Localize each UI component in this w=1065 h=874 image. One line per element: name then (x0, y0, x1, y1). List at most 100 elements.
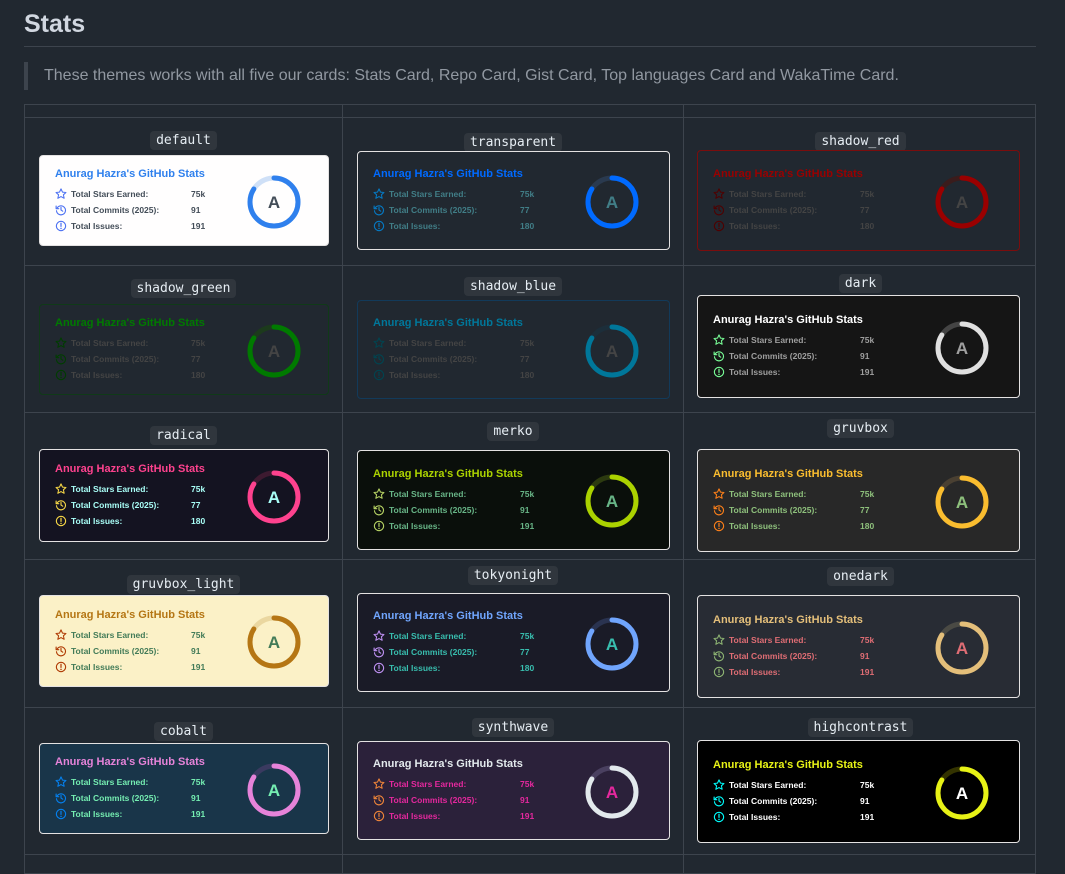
theme-cell-default: default Anurag Hazra's GitHub Stats Tota… (25, 118, 342, 265)
commits-label: Total Commits (2025): (71, 645, 160, 656)
rank-ring-progress (585, 324, 639, 377)
theme-cell-shadow_red: shadow_red Anurag Hazra's GitHub Stats T… (684, 118, 1037, 265)
stats-card-radical[interactable]: Anurag Hazra's GitHub Stats Total Stars … (39, 449, 329, 542)
stats-card-shadow_blue[interactable]: Anurag Hazra's GitHub Stats Total Stars … (357, 300, 670, 399)
stats-card-cobalt[interactable]: Anurag Hazra's GitHub Stats Total Stars … (39, 743, 329, 834)
rank-ring: A (247, 175, 301, 228)
theme-name: dark (838, 274, 883, 293)
theme-cell-gruvbox_light: gruvbox_light Anurag Hazra's GitHub Stat… (25, 560, 342, 707)
rank-letter: A (956, 639, 968, 658)
stats-card-default[interactable]: Anurag Hazra's GitHub Stats Total Stars … (39, 155, 329, 246)
card-title: Anurag Hazra's GitHub Stats (55, 463, 205, 475)
commits-label: Total Commits (2025): (729, 205, 818, 215)
stars-value: 75k (191, 629, 206, 640)
issue-icon (55, 220, 67, 232)
table-row-divider (25, 707, 1035, 708)
issues-label: Total Issues: (71, 516, 123, 526)
theme-label: radical (25, 426, 342, 445)
rank-ring-progress (935, 475, 989, 528)
rank-letter: A (268, 488, 280, 507)
issue-icon (713, 811, 725, 823)
rank-ring-progress (247, 615, 301, 669)
table-row-divider (25, 559, 1035, 560)
star-icon (373, 778, 385, 789)
theme-cell-radical: radical Anurag Hazra's GitHub Stats Tota… (25, 413, 342, 560)
issue-icon (373, 369, 385, 381)
history-icon (713, 505, 725, 516)
history-icon (55, 354, 67, 365)
commits-value: 91 (860, 651, 870, 661)
star-icon (373, 188, 385, 199)
issues-value: 191 (860, 367, 875, 377)
issues-label: Total Issues: (71, 370, 123, 380)
issue-icon (373, 520, 385, 531)
card-title: Anurag Hazra's GitHub Stats (713, 759, 863, 771)
commits-label: Total Commits (2025): (71, 500, 160, 510)
stats-card-dark[interactable]: Anurag Hazra's GitHub Stats Total Stars … (697, 295, 1020, 398)
issue-icon (55, 515, 67, 527)
stats-card-onedark[interactable]: Anurag Hazra's GitHub Stats Total Stars … (697, 595, 1020, 698)
issues-value: 191 (191, 661, 206, 672)
card-title: Anurag Hazra's GitHub Stats (713, 314, 863, 326)
rank-letter: A (606, 193, 618, 212)
star-icon (55, 776, 67, 787)
stats-card-synthwave[interactable]: Anurag Hazra's GitHub Stats Total Stars … (357, 741, 670, 840)
stats-card-highcontrast[interactable]: Anurag Hazra's GitHub Stats Total Stars … (697, 740, 1020, 843)
rank-letter: A (606, 783, 618, 802)
rank-ring: A (935, 475, 989, 528)
stats-card-shadow_red[interactable]: Anurag Hazra's GitHub Stats Total Stars … (697, 150, 1020, 251)
theme-cell-shadow_blue: shadow_blue Anurag Hazra's GitHub Stats … (343, 266, 683, 413)
issues-value: 180 (860, 221, 875, 231)
rank-letter: A (956, 784, 968, 803)
history-icon (373, 795, 385, 806)
commits-label: Total Commits (2025): (389, 795, 478, 805)
commits-value: 77 (191, 500, 201, 510)
rank-ring-progress (585, 175, 639, 228)
card-title: Anurag Hazra's GitHub Stats (373, 610, 523, 622)
commits-label: Total Commits (2025): (729, 796, 818, 806)
stars-label: Total Stars Earned: (729, 335, 807, 345)
theme-cell-onedark: onedark Anurag Hazra's GitHub Stats Tota… (684, 560, 1037, 707)
stars-value: 75k (520, 189, 535, 199)
stats-card-gruvbox_light[interactable]: Anurag Hazra's GitHub Stats Total Stars … (39, 595, 329, 687)
rank-ring: A (247, 763, 301, 816)
themes-note: These themes works with all five our car… (24, 62, 899, 90)
stats-card-merko[interactable]: Anurag Hazra's GitHub Stats Total Stars … (357, 450, 670, 550)
stars-label: Total Stars Earned: (389, 779, 467, 789)
stats-card-transparent[interactable]: Anurag Hazra's GitHub Stats Total Stars … (357, 151, 670, 250)
theme-name: synthwave (471, 718, 555, 737)
history-icon (713, 796, 725, 807)
history-icon (373, 205, 385, 216)
stats-card-shadow_green[interactable]: Anurag Hazra's GitHub Stats Total Stars … (39, 304, 329, 395)
stars-value: 75k (191, 189, 206, 199)
rank-ring: A (247, 470, 301, 523)
issue-icon (713, 220, 725, 232)
issue-icon (55, 808, 67, 820)
rank-ring: A (247, 615, 301, 669)
star-icon (55, 628, 67, 640)
rank-ring-progress (585, 617, 639, 670)
stars-label: Total Stars Earned: (729, 189, 807, 199)
stats-card-gruvbox[interactable]: Anurag Hazra's GitHub Stats Total Stars … (697, 449, 1020, 552)
rank-letter: A (956, 193, 968, 212)
issues-value: 191 (520, 520, 535, 531)
stats-card-tokyonight[interactable]: Anurag Hazra's GitHub Stats Total Stars … (357, 593, 670, 692)
commits-value: 77 (860, 205, 870, 215)
star-icon (713, 334, 725, 345)
theme-name: cobalt (154, 722, 213, 741)
rank-ring-progress (585, 765, 639, 818)
card-title: Anurag Hazra's GitHub Stats (55, 168, 205, 180)
commits-label: Total Commits (2025): (71, 793, 160, 803)
stars-value: 75k (860, 780, 875, 790)
theme-cell-shadow_green: shadow_green Anurag Hazra's GitHub Stats… (25, 266, 342, 413)
issues-label: Total Issues: (729, 521, 781, 531)
theme-cell-synthwave: synthwave Anurag Hazra's GitHub Stats To… (343, 708, 683, 855)
history-icon (55, 500, 67, 511)
rank-letter: A (606, 492, 618, 511)
themes-table: default Anurag Hazra's GitHub Stats Tota… (24, 104, 1036, 874)
rank-ring: A (585, 175, 639, 228)
rank-ring-progress (247, 470, 301, 523)
star-icon (373, 487, 385, 499)
theme-label: gruvbox (684, 419, 1037, 438)
stars-value: 75k (860, 635, 875, 645)
